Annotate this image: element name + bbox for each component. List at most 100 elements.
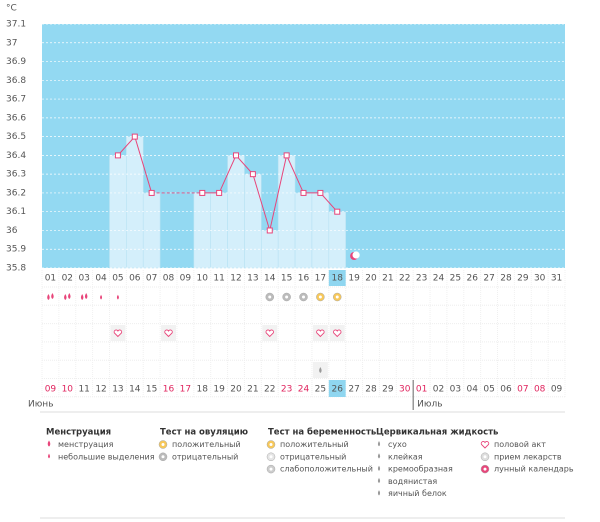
day-label: 02 bbox=[62, 274, 73, 284]
legend-item: прием лекарств bbox=[494, 452, 562, 461]
date-label: 01 bbox=[416, 385, 427, 395]
day-label: 01 bbox=[45, 274, 56, 284]
legend-item: отрицательный bbox=[280, 452, 346, 461]
day-label: 04 bbox=[95, 274, 107, 284]
legend-icon-dot bbox=[483, 467, 487, 471]
date-label: 03 bbox=[450, 385, 461, 395]
legend-icon-dot bbox=[269, 455, 273, 459]
date-label: 02 bbox=[433, 385, 444, 395]
day-label: 26 bbox=[466, 274, 478, 284]
y-tick-label: 36.9 bbox=[6, 57, 26, 67]
bar bbox=[244, 173, 262, 269]
legend-icon bbox=[47, 440, 51, 447]
point bbox=[233, 152, 240, 159]
y-tick-label: 36.1 bbox=[6, 207, 26, 217]
date-label: 16 bbox=[163, 385, 175, 395]
menstruation-icon bbox=[64, 294, 67, 300]
day-label: 14 bbox=[264, 274, 276, 284]
intercourse-icon bbox=[316, 329, 325, 338]
legend-item: положительный bbox=[172, 440, 241, 449]
date-label: 19 bbox=[213, 385, 225, 395]
date-label: 05 bbox=[483, 385, 494, 395]
y-tick-label: 36.2 bbox=[6, 188, 26, 198]
legend-item: менструация bbox=[58, 440, 114, 449]
date-label: 21 bbox=[247, 385, 258, 395]
spotting-icon bbox=[116, 294, 119, 300]
day-label: 03 bbox=[78, 274, 89, 284]
day-label: 24 bbox=[433, 274, 445, 284]
date-label: 15 bbox=[146, 385, 157, 395]
day-label: 07 bbox=[146, 274, 157, 284]
day-label: 05 bbox=[112, 274, 123, 284]
month-label: Июнь bbox=[28, 400, 54, 410]
menstruation-icon bbox=[84, 293, 88, 299]
point bbox=[334, 208, 341, 215]
date-label: 18 bbox=[197, 385, 209, 395]
y-tick-label: 37 bbox=[6, 38, 17, 48]
day-label: 19 bbox=[348, 274, 360, 284]
date-label: 07 bbox=[517, 385, 528, 395]
date-label: 12 bbox=[95, 385, 106, 395]
legend-title: Цервикальная жидкость bbox=[376, 428, 498, 438]
day-label: 15 bbox=[281, 274, 292, 284]
date-label: 20 bbox=[230, 385, 242, 395]
y-tick-label: 36.8 bbox=[6, 76, 26, 86]
y-tick-label: 37.1 bbox=[6, 20, 26, 30]
point bbox=[199, 189, 206, 196]
day-label: 12 bbox=[230, 274, 241, 284]
day-label: 09 bbox=[180, 274, 192, 284]
legend-item: лунный календарь bbox=[494, 465, 574, 474]
legend-icon bbox=[48, 453, 50, 459]
date-label: 04 bbox=[466, 385, 478, 395]
day-label: 22 bbox=[399, 274, 410, 284]
ovulation-positive-icon-dot bbox=[335, 295, 339, 299]
today-top bbox=[328, 270, 346, 286]
date-label: 14 bbox=[129, 385, 141, 395]
day-label: 17 bbox=[315, 274, 326, 284]
intercourse-icon bbox=[164, 329, 173, 338]
menstruation-icon bbox=[51, 293, 54, 299]
date-label: 17 bbox=[180, 385, 191, 395]
legend-icon bbox=[377, 490, 381, 496]
intercourse-icon bbox=[113, 329, 123, 338]
day-label: 27 bbox=[483, 274, 494, 284]
spotting-icon bbox=[100, 294, 103, 300]
legend-item: яичный белок bbox=[388, 489, 447, 498]
ovulation-negative-icon-dot bbox=[285, 295, 289, 299]
point bbox=[131, 133, 138, 140]
point bbox=[317, 189, 324, 196]
day-label: 29 bbox=[517, 274, 529, 284]
date-label: 11 bbox=[78, 385, 89, 395]
y-tick-label: 36.4 bbox=[6, 151, 26, 161]
date-label: 25 bbox=[315, 385, 326, 395]
day-label: 21 bbox=[382, 274, 393, 284]
menstruation-icon bbox=[68, 293, 71, 299]
legend-title: Тест на овуляцию bbox=[160, 428, 248, 438]
date-label: 09 bbox=[45, 385, 57, 395]
bar bbox=[328, 211, 346, 269]
legend-item: отрицательный bbox=[172, 452, 238, 461]
legend-item: слабоположительный bbox=[280, 465, 373, 474]
y-tick-label: 35.9 bbox=[6, 245, 26, 255]
date-label: 08 bbox=[534, 385, 546, 395]
point bbox=[300, 189, 307, 196]
y-tick-label: 36.3 bbox=[6, 170, 26, 180]
today-bottom bbox=[328, 380, 346, 397]
legend-title: Менструация bbox=[46, 428, 111, 438]
day-label: 25 bbox=[450, 274, 461, 284]
date-label: 23 bbox=[281, 385, 292, 395]
date-label: 10 bbox=[62, 385, 74, 395]
date-label: 24 bbox=[298, 385, 310, 395]
day-label: 11 bbox=[213, 274, 224, 284]
y-tick-label: 36.6 bbox=[6, 113, 26, 123]
date-label: 09 bbox=[551, 385, 563, 395]
point bbox=[114, 152, 121, 159]
day-label: 28 bbox=[500, 274, 512, 284]
day-label: 18 bbox=[332, 274, 344, 284]
legend-title: Тест на беременность bbox=[268, 427, 376, 438]
day-label: 23 bbox=[416, 274, 427, 284]
moon-cut bbox=[352, 251, 360, 259]
day-label: 08 bbox=[163, 274, 175, 284]
point bbox=[148, 189, 155, 196]
